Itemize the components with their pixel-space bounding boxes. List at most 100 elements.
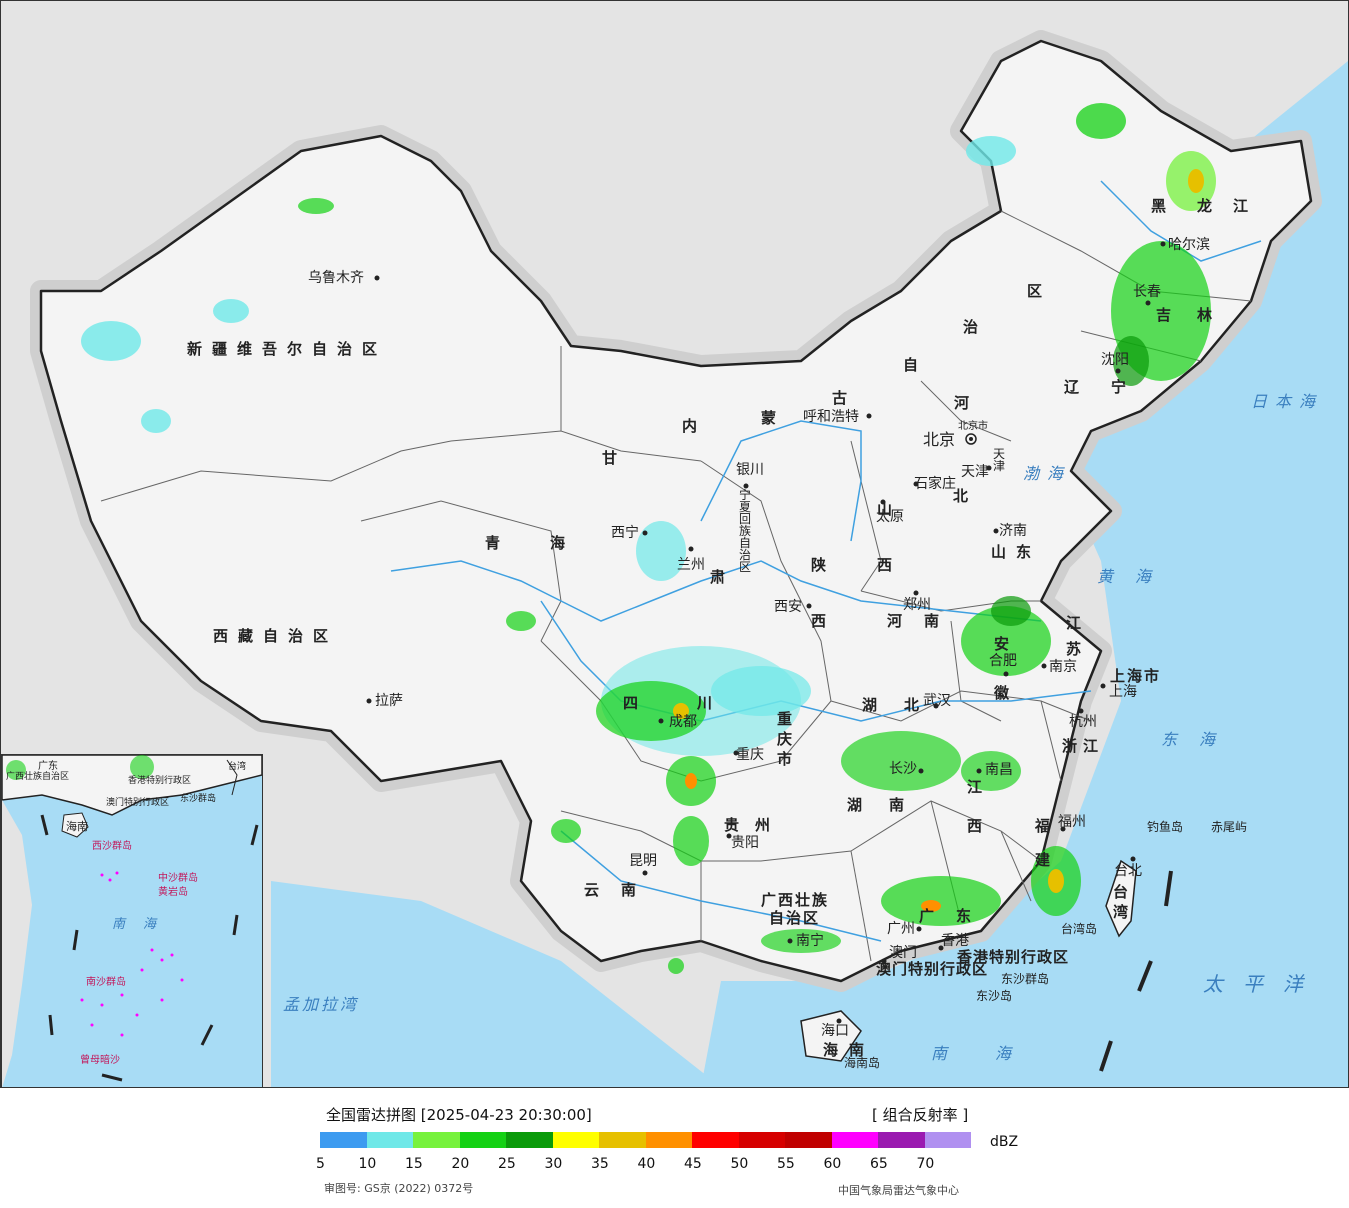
legend-swatch [599,1132,646,1148]
label-hangzhou: 杭州 [1069,714,1097,730]
radar-map: 乌鲁木齐 新疆维吾尔自治区 西藏自治区 拉萨 青海 西宁 甘 肃 兰州 内 蒙 … [0,0,1349,1088]
inset-guangxi: 广西壮族自治区 [6,772,70,782]
legend-swatch [692,1132,739,1148]
label-anhui-2: 徽 [994,684,1020,702]
label-chengdu: 成都 [669,714,697,730]
label-hunan-1: 湖 [847,796,873,814]
label-fujian-1: 福 [1035,817,1061,835]
label-yinchuan: 银川 [736,462,764,478]
label-dongsha-qundao: 东沙群岛 [1001,972,1050,986]
label-harbin: 哈尔滨 [1168,237,1210,253]
label-hongkong: 香港 [941,933,969,949]
inset-xisha: 西沙群岛 [92,841,132,852]
label-xian: 西安 [774,599,802,615]
legend-tick: 5 [316,1156,325,1172]
legend-tick: 40 [637,1156,656,1172]
label-jiangsu-2: 苏 [1066,640,1092,658]
legend-tick: 65 [870,1156,888,1172]
label-nmg-6: 区 [1027,282,1053,300]
label-jiangxi-2: 西 [967,817,993,835]
inset-dongsha: 东沙群岛 [180,794,217,804]
label-xining: 西宁 [611,525,639,541]
label-jilin-1: 吉 [1156,306,1182,324]
label-hebei-2: 北 [953,487,979,505]
legend-tick: 20 [451,1156,470,1172]
label-guangxi-2: 自治区 [769,909,821,927]
legend-tick: 50 [730,1156,749,1172]
label-taiwan-2: 湾 [1113,903,1139,921]
legend-swatch [506,1132,553,1148]
label-sichuan-1: 四 [623,694,649,712]
legend-tick: 45 [684,1156,702,1172]
label-shijiazhuang: 石家庄 [914,476,956,492]
label-shanxi: 山西 [877,500,903,574]
label-sea-south: 南海 [931,1044,1060,1063]
label-shenyang: 沈阳 [1101,352,1129,368]
review-number: 审图号: GS京 (2022) 0372号 [324,1182,474,1195]
legend-tick: 60 [823,1156,842,1172]
label-tianjin: 天津 [961,464,989,480]
legend-swatch [878,1132,925,1148]
label-anhui-1: 安 [994,635,1020,653]
label-fujian-2: 建 [1035,851,1061,869]
label-hainan-2: 南 [849,1041,875,1059]
label-hefei: 合肥 [989,653,1017,669]
label-dongsha-dao: 东沙岛 [976,989,1013,1003]
legend-swatch [645,1132,692,1148]
label-wuhan: 武汉 [923,693,951,709]
label-guangxi-1: 广西壮族 [761,891,830,909]
radar-echoes [81,103,1216,974]
label-urumqi: 乌鲁木齐 [308,270,364,286]
label-chongqing: 重庆 [736,747,764,763]
label-sea-bohai: 渤海 [1023,464,1072,483]
legend-swatch [831,1132,878,1148]
south-china-sea-inset: 广东 广西壮族自治区 香港特别行政区 澳门特别行政区 台湾 东沙群岛 海南 西沙… [1,754,263,1087]
hainan-island [800,1010,862,1062]
label-chiwei: 赤尾屿 [1211,820,1248,834]
inset-nanhai: 南海 [112,917,175,932]
label-liaoning-1: 辽 [1064,378,1090,396]
label-kunming: 昆明 [629,853,657,869]
label-xinjiang: 新疆维吾尔自治区 [187,340,388,358]
label-taiyuan: 太原 [876,509,904,525]
taiwan-island [1105,859,1137,938]
legend-panel: 全国雷达拼图 [2025-04-23 20:30:00] [ 组合反射率 ] d… [0,1088,1349,1208]
label-nmg-4: 自 [903,356,929,374]
label-heilongjiang-2: 龙 [1197,197,1223,215]
label-shanghai: 上海 [1109,684,1137,700]
label-nmg-2: 蒙 [761,409,787,427]
label-ningxia: 宁夏回族自治区 [739,488,752,574]
inset-nansha: 南沙群岛 [86,977,126,988]
label-nmg-1: 内 [682,417,708,435]
label-hohhot: 呼和浩特 [803,409,859,425]
legend-swatch [785,1132,832,1148]
legend-swatch [320,1132,367,1148]
legend-swatch [924,1132,971,1148]
label-hubei-2: 北 [904,696,930,714]
label-changchun: 长春 [1133,284,1161,300]
label-hunan-2: 南 [889,796,915,814]
label-haikou: 海口 [821,1023,849,1039]
label-liaoning-2: 宁 [1111,378,1137,396]
legend-swatch [459,1132,506,1148]
label-nmg-3: 古 [832,389,858,407]
label-hainan-island: 海南岛 [844,1056,881,1070]
label-hubei-1: 湖 [862,696,888,714]
legend-color-bar [320,1132,971,1148]
label-taibei: 台北 [1114,863,1142,879]
legend-tick: 70 [916,1156,935,1172]
label-sea-japan: 日本海 [1251,392,1324,411]
label-sichuan-2: 川 [697,694,723,712]
legend-tick: 15 [405,1156,423,1172]
label-gansu: 甘 [602,449,628,467]
label-yunnan: 云南 [584,881,659,899]
label-shaanxi-1: 陕 [811,556,837,574]
inset-canvas [2,755,262,1087]
legend-swatch [366,1132,413,1148]
beijing-marker [965,433,977,445]
label-hebei-1: 河 [954,394,980,412]
label-sea-east: 东海 [1161,730,1238,749]
label-nanning: 南宁 [796,933,824,949]
credit-text: 中国气象局雷达气象中心 [838,1184,959,1197]
legend-swatch [738,1132,785,1148]
